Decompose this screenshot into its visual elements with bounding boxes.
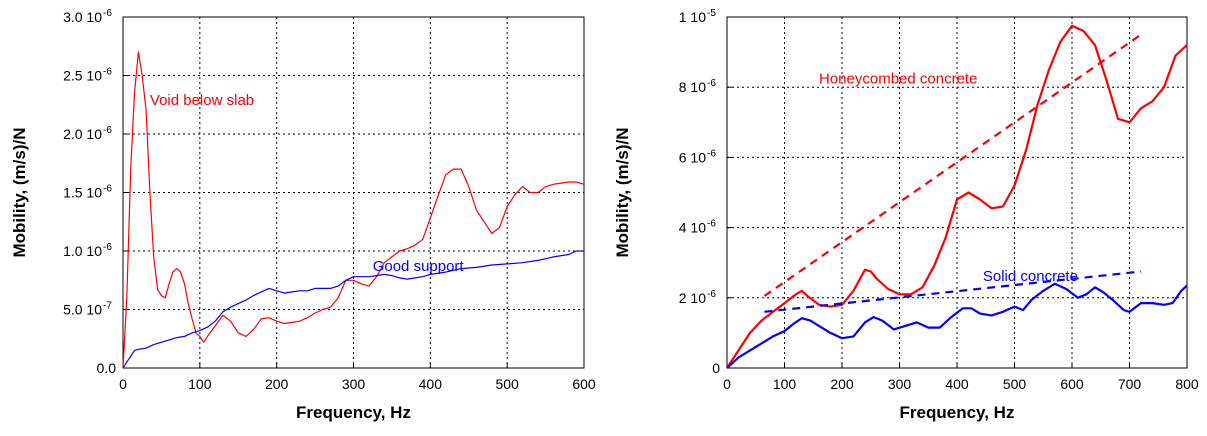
x-tick-label: 600 [572,376,596,392]
x-tick-label: 0 [723,376,731,392]
x-tick-label: 500 [495,376,519,392]
x-axis-title: Frequency, Hz [900,403,1015,422]
y-tick-label: 8 10 [679,79,706,95]
y-axis-title: Mobility, (m/s)/N [10,127,29,257]
x-tick-label: 400 [419,376,443,392]
y-tick-exponent: -6 [707,289,716,300]
y-tick-label: 2.5 10 [63,68,102,84]
x-tick-label: 800 [1175,376,1199,392]
series-annotation: Solid concrete [983,268,1078,285]
y-tick-label: 6 10 [679,149,706,165]
y-tick-label: 1 10 [679,9,706,25]
y-tick-exponent: -6 [103,8,112,19]
series-annotation: Void below slab [150,92,254,109]
y-tick-exponent: -6 [103,184,112,195]
y-tick-exponent: -6 [103,67,112,78]
y-tick-label: 1.5 10 [63,185,102,201]
series-line-3 [764,270,1142,313]
y-tick-label: 4 10 [679,220,706,236]
y-axis-title: Mobility, (m/s)/N [613,127,632,257]
x-tick-label: 100 [773,376,797,392]
y-tick-exponent: -6 [707,219,716,230]
y-tick-label: 2.0 10 [63,126,102,142]
x-tick-label: 0 [119,376,127,392]
x-tick-label: 300 [342,376,366,392]
y-tick-label: 2 10 [679,290,706,306]
x-tick-label: 200 [830,376,854,392]
x-tick-label: 400 [945,376,969,392]
x-tick-label: 500 [1003,376,1027,392]
series-annotation: Good support [373,258,465,275]
y-tick-label: 3.0 10 [63,9,102,25]
x-tick-label: 700 [1118,376,1142,392]
x-tick-label: 600 [1060,376,1084,392]
y-tick-exponent: -6 [707,78,716,89]
y-tick-exponent: -5 [707,8,716,19]
series-line-1 [122,250,584,369]
y-tick-label: 0.0 [97,360,117,376]
x-tick-label: 200 [265,376,289,392]
series-line-2 [763,33,1142,297]
x-axis-title: Frequency, Hz [296,403,411,422]
y-tick-label: 5.0 10 [63,302,102,318]
x-tick-label: 100 [188,376,212,392]
y-tick-exponent: -6 [103,242,112,253]
x-tick-label: 300 [888,376,912,392]
y-tick-label: 0 [712,360,720,376]
series-line-0 [726,24,1188,369]
y-tick-label: 1.0 10 [63,243,102,259]
y-tick-exponent: -7 [103,301,112,312]
y-tick-exponent: -6 [103,125,112,136]
series-line-0 [122,51,585,369]
series-line-1 [726,282,1188,369]
y-tick-exponent: -6 [707,148,716,159]
series-annotation: Honeycombed concrete [819,71,977,88]
